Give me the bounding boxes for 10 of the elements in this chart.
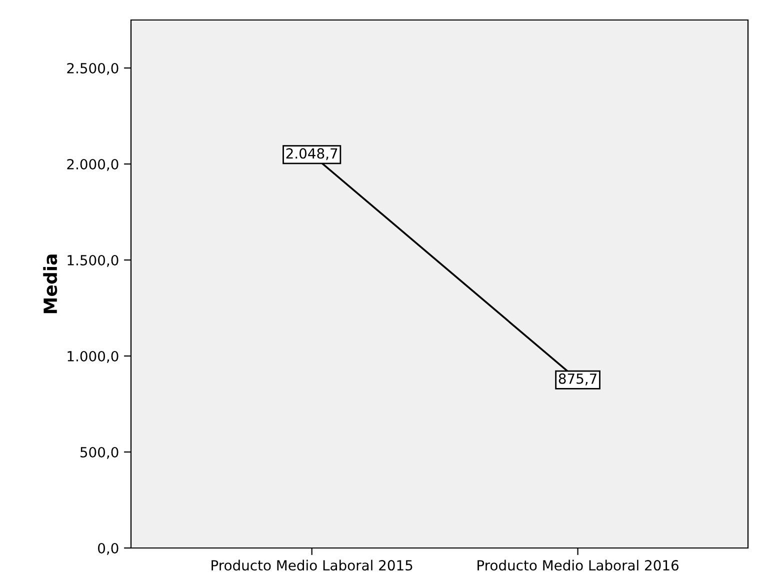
- x-tick-label: Producto Medio Laboral 2016: [478, 560, 678, 571]
- y-axis-title: Media: [43, 254, 58, 314]
- x-tick-label: Producto Medio Laboral 2015: [212, 560, 412, 571]
- y-tick-label: 2.000,0: [67, 158, 118, 171]
- y-tick-label: 2.500,0: [67, 62, 118, 75]
- y-tick-label: 1.500,0: [68, 254, 118, 267]
- y-tick-label: 0,0: [98, 542, 118, 555]
- data-label: 2.048,7: [286, 148, 338, 160]
- y-tick-label: 1.000,0: [68, 350, 118, 363]
- y-tick-label: 500,0: [80, 446, 118, 459]
